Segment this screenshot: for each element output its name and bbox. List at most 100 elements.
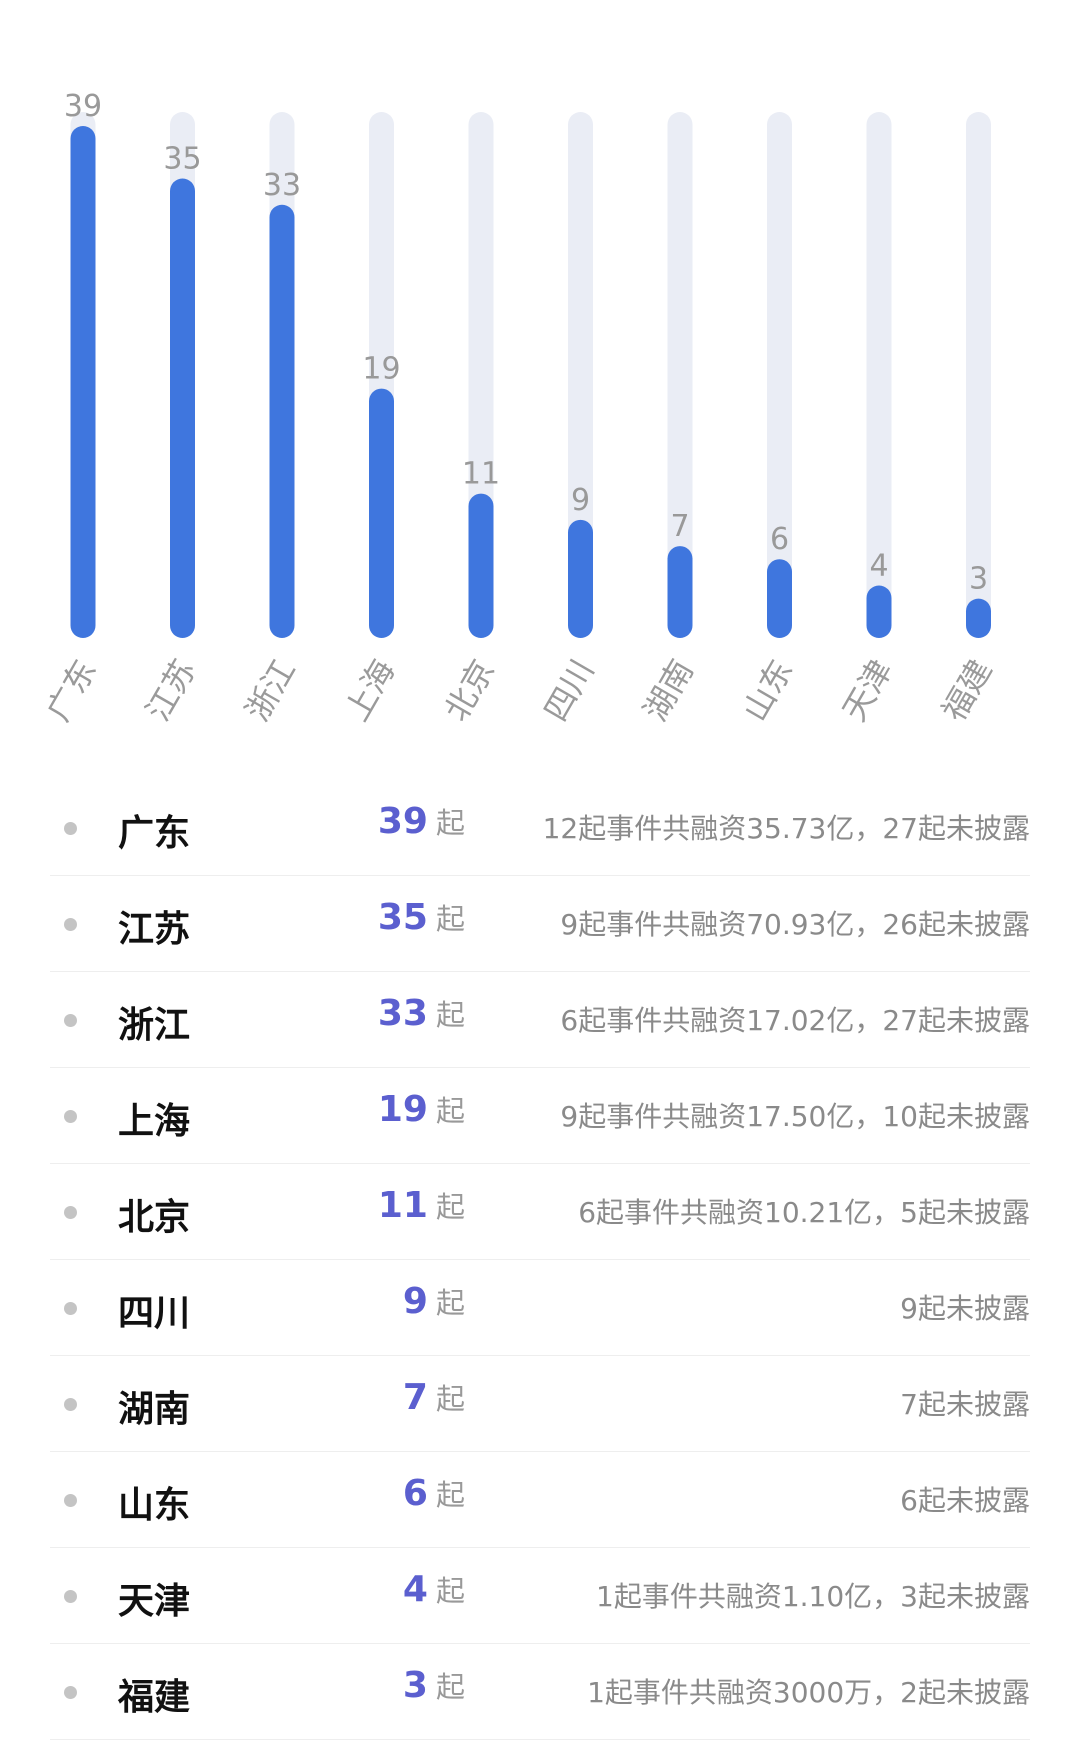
category-label: 天津 <box>835 653 900 727</box>
bar-2 <box>269 204 295 638</box>
bar-5 <box>568 519 593 638</box>
category-label: 江苏 <box>139 653 204 727</box>
count-number: 9 <box>402 1281 428 1322</box>
count-unit: 起 <box>435 1382 465 1416</box>
category-label: 北京 <box>437 653 502 727</box>
bar-0 <box>70 126 96 638</box>
event-count: 11 起 <box>378 1184 465 1226</box>
financing-detail: 12起事件共融资35.73亿，27起未披露 <box>542 812 1030 845</box>
province-name: 湖南 <box>118 1389 191 1430</box>
category-label: 四川 <box>537 653 602 727</box>
category-label: 上海 <box>338 653 403 727</box>
province-name: 浙江 <box>118 1005 191 1046</box>
value-label: 33 <box>263 168 301 203</box>
event-count: 39 起 <box>378 800 465 842</box>
province-table: 广东 39 起 12起事件共融资35.73亿，27起未披露 江苏 35 起 9起事件共融资70… <box>50 780 1030 1740</box>
count-unit: 起 <box>435 1478 465 1512</box>
count-unit: 起 <box>435 1190 465 1224</box>
financing-detail: 6起事件共融资10.21亿，5起未披露 <box>578 1196 1030 1229</box>
bar-7 <box>767 559 792 638</box>
count-unit: 起 <box>435 1574 465 1608</box>
count-number: 19 <box>377 1089 428 1130</box>
value-label: 3 <box>969 562 988 597</box>
table-row: 湖南 7 起 7起未披露 <box>50 1356 1030 1452</box>
bar-1 <box>170 178 195 638</box>
financing-detail: 6起事件共融资17.02亿，27起未披露 <box>560 1004 1030 1037</box>
count-number: 11 <box>377 1185 428 1226</box>
bullet-dot <box>64 918 77 931</box>
count-unit: 起 <box>435 998 465 1032</box>
table-row: 江苏 35 起 9起事件共融资70.93亿，26起未披露 <box>50 876 1030 972</box>
bar-track <box>568 112 593 638</box>
province-name: 福建 <box>118 1677 191 1718</box>
table-row: 福建 3 起 1起事件共融资3000万，2起未披露 <box>50 1644 1030 1740</box>
count-unit: 起 <box>435 1094 465 1128</box>
event-count: 33 起 <box>378 992 465 1034</box>
financing-detail: 9起事件共融资70.93亿，26起未披露 <box>560 908 1030 941</box>
financing-detail: 9起未披露 <box>900 1292 1030 1325</box>
bullet-dot <box>64 822 77 835</box>
financing-detail: 1起事件共融资3000万，2起未披露 <box>587 1676 1030 1709</box>
count-number: 6 <box>402 1473 428 1514</box>
category-label: 湖南 <box>636 653 701 727</box>
value-label: 39 <box>64 89 102 124</box>
count-unit: 起 <box>435 1286 465 1320</box>
financing-detail: 9起事件共融资17.50亿，10起未披露 <box>560 1100 1030 1133</box>
count-number: 39 <box>377 801 428 842</box>
bullet-dot <box>64 1686 77 1699</box>
table-row: 广东 39 起 12起事件共融资35.73亿，27起未披露 <box>50 780 1030 876</box>
table-row: 山东 6 起 6起未披露 <box>50 1452 1030 1548</box>
bar-9 <box>966 598 991 638</box>
category-label: 山东 <box>736 653 801 727</box>
count-number: 4 <box>402 1569 428 1610</box>
bullet-dot <box>64 1110 77 1123</box>
category-label: 浙江 <box>238 653 303 727</box>
bar-track <box>667 112 693 638</box>
value-label: 9 <box>571 483 590 518</box>
table-row: 浙江 33 起 6起事件共融资17.02亿，27起未披露 <box>50 972 1030 1068</box>
count-number: 35 <box>377 897 428 938</box>
financing-detail: 6起未披露 <box>900 1484 1030 1517</box>
bar-track <box>866 112 892 638</box>
bullet-dot <box>64 1398 77 1411</box>
value-label: 35 <box>163 142 201 177</box>
bar-track <box>767 112 792 638</box>
count-unit: 起 <box>435 1670 465 1704</box>
count-number: 33 <box>377 993 428 1034</box>
bar-4 <box>468 493 494 638</box>
province-name: 北京 <box>118 1197 191 1238</box>
province-name: 广东 <box>118 813 191 854</box>
event-count: 35 起 <box>378 896 465 938</box>
financing-detail: 1起事件共融资1.10亿，3起未披露 <box>596 1580 1030 1613</box>
bar-3 <box>369 388 394 638</box>
bullet-dot <box>64 1302 77 1315</box>
bar-6 <box>667 546 693 638</box>
value-label: 4 <box>869 548 888 583</box>
count-number: 3 <box>402 1665 428 1706</box>
bullet-dot <box>64 1014 77 1027</box>
province-name: 四川 <box>118 1293 191 1334</box>
bullet-dot <box>64 1590 77 1603</box>
value-label: 7 <box>670 509 689 544</box>
province-name: 上海 <box>118 1101 191 1142</box>
province-name: 山东 <box>118 1485 191 1526</box>
financing-detail: 7起未披露 <box>900 1388 1030 1421</box>
table-row: 四川 9 起 9起未披露 <box>50 1260 1030 1356</box>
category-label: 福建 <box>935 653 1000 727</box>
table-row: 北京 11 起 6起事件共融资10.21亿，5起未披露 <box>50 1164 1030 1260</box>
province-name: 江苏 <box>118 909 191 950</box>
category-label: 广东 <box>39 653 104 727</box>
value-label: 6 <box>770 522 789 557</box>
bar-8 <box>866 585 892 638</box>
count-unit: 起 <box>435 902 465 936</box>
event-count: 19 起 <box>378 1088 465 1130</box>
province-name: 天津 <box>118 1581 191 1622</box>
bullet-dot <box>64 1206 77 1219</box>
bullet-dot <box>64 1494 77 1507</box>
value-label: 11 <box>462 457 500 492</box>
